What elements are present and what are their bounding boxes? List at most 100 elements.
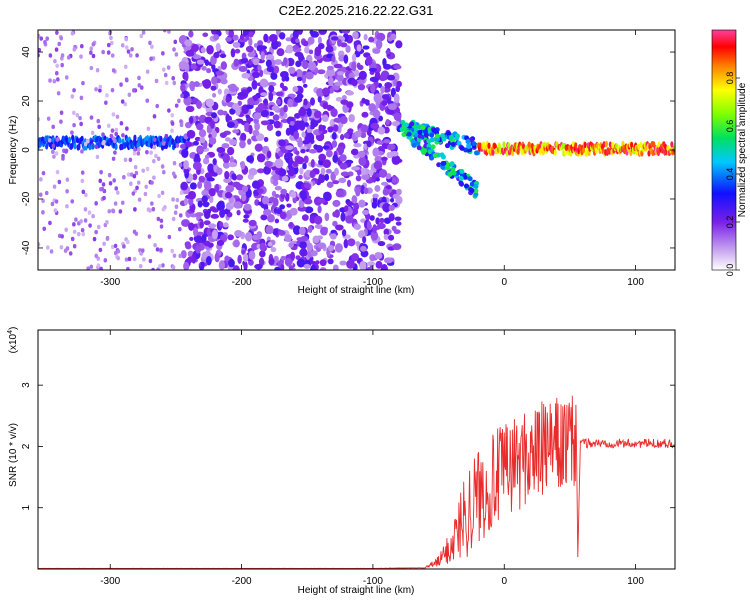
spectrogram-cell: [118, 209, 123, 214]
spectrogram-cell: [373, 93, 382, 104]
spectrogram-cell: [355, 241, 361, 247]
spectrogram-cell: [287, 98, 294, 108]
spectrogram-cell: [171, 216, 176, 222]
spectrogram-cell: [326, 104, 333, 112]
spectrogram-cell: [338, 54, 345, 62]
spectrogram-cell: [116, 249, 121, 254]
spectrogram-cell: [91, 143, 95, 150]
spectrogram-cell: [41, 210, 45, 215]
spectrogram-cell: [243, 214, 250, 219]
spectrogram-cell: [381, 94, 390, 100]
colorbar-tick-label: 0.6: [725, 120, 735, 133]
spectrogram-cell: [87, 210, 92, 215]
spectrogram-cell: [394, 216, 402, 221]
spectrogram-cell: [372, 193, 379, 199]
spectrogram-cell: [152, 114, 157, 119]
spectrogram-cell: [361, 173, 370, 181]
spectrogram-cell: [326, 67, 335, 77]
spectrogram-cell: [449, 161, 455, 167]
spectrogram-cell: [151, 267, 155, 270]
spectrogram-cell: [553, 149, 557, 156]
spectrogram-cell: [387, 143, 396, 151]
spectrogram-cell: [355, 186, 361, 197]
spectrogram-cell: [260, 92, 268, 97]
spectrogram-cell: [252, 94, 259, 102]
spectrogram-cell: [226, 121, 235, 128]
spectrogram-cell: [288, 221, 294, 228]
spectrogram-cell: [288, 265, 294, 270]
spectrogram-cell: [170, 121, 175, 126]
spectrogram-cell: [317, 242, 326, 250]
spectrogram-cell: [351, 253, 360, 262]
spectrogram-cell: [239, 140, 246, 149]
spectrogram-cell: [57, 179, 62, 185]
spectrogram-cell: [129, 172, 134, 177]
spectrogram-cell: [423, 132, 429, 138]
snr-panel: -300 -200 -100 0 100 1 2 3 Height of straight l…: [7, 327, 676, 596]
spectrogram-cell: [302, 162, 307, 170]
spectrogram-cell: [383, 139, 391, 144]
spectrogram-cell: [219, 208, 226, 219]
spectrogram-cell: [38, 117, 41, 122]
spectrogram-cell: [375, 217, 380, 225]
spectrogram-cell: [372, 109, 381, 119]
spectrogram-cell: [170, 248, 175, 254]
colorbar-tick-label: 0.8: [725, 72, 735, 85]
spectrogram-cell: [124, 77, 129, 82]
spectrogram-cell: [116, 190, 120, 195]
spectrogram-cell: [98, 84, 103, 90]
spectrogram-cell: [450, 141, 456, 147]
spectrogram-cell: [172, 161, 177, 166]
spectrogram-cell: [387, 74, 396, 81]
spectrogram-cell: [362, 236, 367, 244]
spectrogram-cell: [202, 140, 208, 150]
spectrogram-cell: [353, 143, 362, 148]
spectrogram-cell: [136, 151, 141, 156]
spectrogram-cell: [190, 63, 198, 70]
spectrogram-cell: [657, 141, 661, 148]
spectrogram-cell: [266, 150, 272, 159]
spectrogram-cell: [157, 193, 161, 199]
spectrogram-cell: [52, 154, 56, 159]
spectrogram-cell: [602, 141, 606, 148]
x-tick-label: 0: [501, 277, 507, 288]
spectrogram-cell: [310, 250, 318, 257]
spectrogram-cell: [382, 57, 387, 67]
spectrogram-cell: [339, 162, 348, 170]
spectrogram-cell: [429, 132, 435, 138]
spectrogram-cell: [462, 174, 468, 180]
snr-ylabel: SNR (10 * v/v): [8, 423, 19, 487]
spectrogram-cell: [100, 186, 105, 192]
spectrogram-cell: [259, 78, 269, 88]
spectrogram-cell: [351, 61, 357, 72]
spectrogram-cell: [179, 119, 183, 124]
spectrogram-cell: [83, 218, 88, 223]
spectrogram-cell: [362, 209, 370, 215]
spectrogram-cell: [135, 53, 139, 58]
spectrogram-cell: [315, 260, 320, 265]
spectrogram-cell: [245, 104, 254, 110]
spectrogram-cell: [55, 30, 59, 35]
spectrogram-cell: [393, 64, 402, 70]
spectrogram-cell: [59, 110, 64, 115]
y-tick-label: 40: [21, 46, 32, 58]
spectrogram-cell: [329, 233, 337, 240]
spectrogram-cell: [206, 177, 215, 182]
spectrogram-cell: [240, 161, 246, 170]
spectrogram-cell: [426, 143, 432, 149]
spectrogram-cell: [91, 213, 95, 219]
spectrogram-cell: [240, 34, 245, 41]
spectrogram-cell: [240, 58, 249, 64]
spectrogram-cell: [304, 46, 310, 54]
spectrogram-cell: [148, 208, 152, 213]
spectrogram-cell: [256, 45, 262, 52]
spectrogram-cell: [203, 180, 212, 191]
spectrogram-cell: [123, 157, 128, 163]
spectrogram-cell: [210, 213, 220, 219]
snr-series: [38, 395, 675, 569]
spectrogram-cell: [180, 250, 187, 259]
spectrogram-cell: [122, 175, 126, 180]
spectrogram-cell: [241, 52, 247, 60]
spectrogram-cell: [141, 168, 146, 173]
spectrogram-cell: [104, 100, 108, 105]
